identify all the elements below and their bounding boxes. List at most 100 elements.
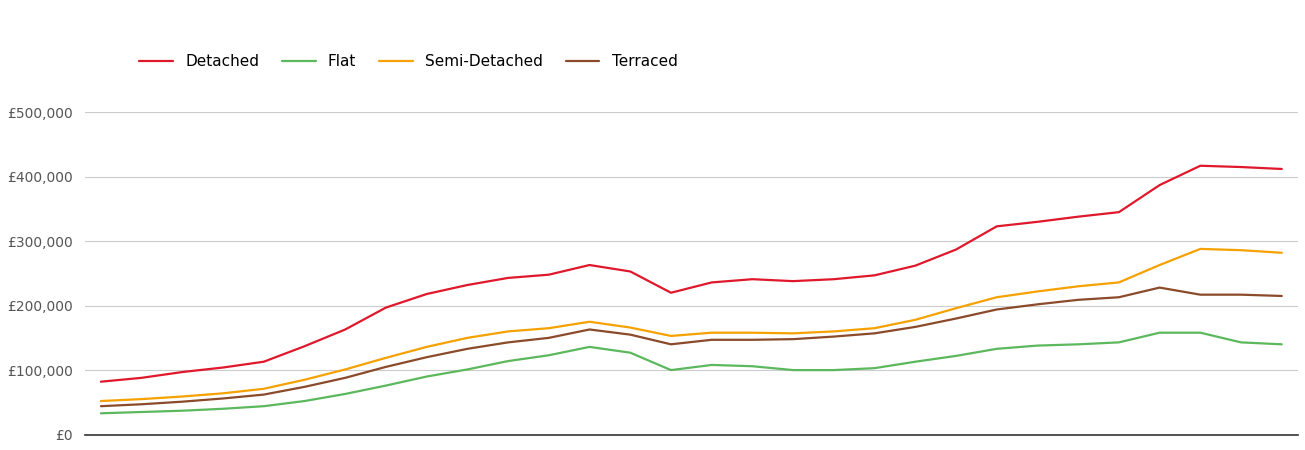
Terraced	[1030, 302, 1045, 307]
Detached	[949, 247, 964, 252]
Detached	[1274, 166, 1289, 171]
Semi-Detached	[175, 394, 191, 399]
Flat	[826, 367, 842, 373]
Detached	[989, 224, 1005, 229]
Semi-Detached	[1152, 262, 1168, 268]
Detached	[338, 327, 354, 332]
Terraced	[542, 335, 557, 341]
Semi-Detached	[1193, 246, 1208, 252]
Flat	[703, 362, 719, 368]
Detached	[1030, 219, 1045, 225]
Flat	[296, 398, 312, 404]
Semi-Detached	[1111, 280, 1126, 285]
Flat	[500, 358, 515, 364]
Detached	[1152, 182, 1168, 188]
Terraced	[1193, 292, 1208, 297]
Flat	[419, 374, 435, 379]
Flat	[622, 350, 638, 356]
Semi-Detached	[867, 325, 882, 331]
Semi-Detached	[1233, 248, 1249, 253]
Detached	[1233, 164, 1249, 170]
Line: Terraced: Terraced	[100, 288, 1282, 406]
Flat	[93, 410, 108, 416]
Terraced	[703, 337, 719, 342]
Detached	[215, 365, 231, 370]
Detached	[907, 263, 923, 268]
Semi-Detached	[622, 325, 638, 330]
Detached	[867, 273, 882, 278]
Semi-Detached	[745, 330, 761, 335]
Flat	[1193, 330, 1208, 335]
Semi-Detached	[949, 306, 964, 311]
Semi-Detached	[989, 295, 1005, 300]
Detached	[459, 282, 475, 288]
Terraced	[1233, 292, 1249, 297]
Semi-Detached	[134, 396, 150, 402]
Terraced	[215, 396, 231, 401]
Flat	[1152, 330, 1168, 335]
Semi-Detached	[215, 391, 231, 396]
Detached	[622, 269, 638, 274]
Terraced	[419, 355, 435, 360]
Detached	[256, 359, 271, 364]
Flat	[663, 367, 679, 373]
Semi-Detached	[703, 330, 719, 335]
Legend: Detached, Flat, Semi-Detached, Terraced: Detached, Flat, Semi-Detached, Terraced	[133, 48, 684, 75]
Flat	[1274, 342, 1289, 347]
Flat	[1111, 340, 1126, 345]
Terraced	[1152, 285, 1168, 290]
Detached	[826, 276, 842, 282]
Detached	[703, 280, 719, 285]
Semi-Detached	[378, 355, 394, 360]
Terraced	[786, 337, 801, 342]
Flat	[582, 344, 598, 350]
Terraced	[1274, 293, 1289, 299]
Detached	[663, 290, 679, 296]
Terraced	[1070, 297, 1086, 302]
Terraced	[296, 384, 312, 390]
Detached	[745, 276, 761, 282]
Detached	[296, 343, 312, 349]
Terraced	[867, 331, 882, 336]
Flat	[134, 410, 150, 415]
Detached	[419, 291, 435, 297]
Terraced	[907, 324, 923, 329]
Semi-Detached	[338, 367, 354, 372]
Flat	[907, 359, 923, 364]
Semi-Detached	[459, 335, 475, 341]
Flat	[1070, 342, 1086, 347]
Flat	[745, 364, 761, 369]
Terraced	[826, 334, 842, 339]
Flat	[256, 404, 271, 409]
Detached	[582, 262, 598, 268]
Semi-Detached	[500, 328, 515, 334]
Detached	[93, 379, 108, 384]
Terraced	[338, 375, 354, 381]
Flat	[1030, 343, 1045, 348]
Semi-Detached	[296, 377, 312, 382]
Semi-Detached	[1274, 250, 1289, 256]
Flat	[867, 365, 882, 371]
Semi-Detached	[542, 325, 557, 331]
Flat	[542, 352, 557, 358]
Terraced	[949, 316, 964, 321]
Semi-Detached	[786, 331, 801, 336]
Detached	[500, 275, 515, 281]
Flat	[459, 367, 475, 372]
Semi-Detached	[419, 344, 435, 350]
Semi-Detached	[663, 333, 679, 339]
Flat	[1233, 340, 1249, 345]
Terraced	[256, 392, 271, 397]
Terraced	[582, 327, 598, 332]
Detached	[134, 375, 150, 381]
Detached	[1193, 163, 1208, 168]
Flat	[989, 346, 1005, 351]
Detached	[786, 279, 801, 284]
Detached	[1111, 209, 1126, 215]
Detached	[542, 272, 557, 277]
Semi-Detached	[93, 398, 108, 404]
Semi-Detached	[1030, 289, 1045, 294]
Flat	[175, 408, 191, 414]
Terraced	[745, 337, 761, 342]
Terraced	[500, 340, 515, 345]
